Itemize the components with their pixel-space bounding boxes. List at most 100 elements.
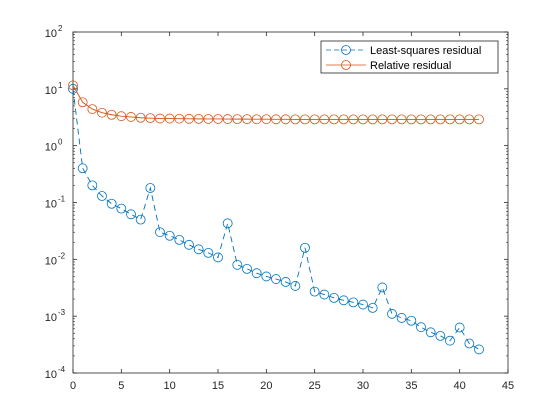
y-tick-exponent: 1 (58, 81, 63, 90)
series-0-point (242, 263, 252, 274)
y-tick-label: 10 (45, 312, 57, 324)
series-0-point (106, 198, 117, 209)
series-0-point (213, 252, 223, 263)
series-0-point (222, 218, 233, 229)
y-tick-exponent: 0 (58, 138, 63, 147)
legend-marker-relative (341, 60, 351, 70)
series-1-point (474, 114, 484, 125)
series-0-point (77, 163, 88, 174)
series-1-point (145, 113, 156, 124)
series-1-point (126, 112, 136, 122)
x-tick-label: 0 (70, 380, 76, 392)
y-tick-label: 10 (45, 142, 57, 154)
x-tick-label: 25 (309, 380, 321, 392)
series-0-point (164, 230, 175, 241)
series-line-0 (72, 88, 480, 350)
y-tick-exponent: -4 (58, 365, 66, 374)
y-tick-exponent: -2 (58, 251, 66, 260)
legend-label-least-squares: Least-squares residual (370, 45, 481, 57)
series-layer (68, 80, 484, 355)
series-0-point (116, 203, 127, 214)
y-tick-label: 10 (45, 255, 57, 267)
series-1-point (319, 114, 330, 125)
legend-marker-least-squares (341, 45, 351, 55)
series-0-point (300, 242, 310, 253)
series-0-point (416, 322, 426, 333)
x-tick-label: 10 (164, 380, 176, 392)
series-0-point (155, 227, 165, 238)
x-tick-label: 30 (357, 380, 369, 392)
series-1-point (213, 114, 223, 124)
x-tick-label: 45 (502, 380, 514, 392)
x-tick-label: 20 (260, 380, 272, 392)
series-1-point (280, 114, 291, 125)
series-0-point (396, 313, 407, 323)
series-0-point (184, 239, 194, 250)
series-1-point (251, 114, 262, 125)
series-1-point (406, 114, 417, 125)
series-1-point (300, 114, 310, 125)
series-1-point (174, 113, 185, 124)
series-1-point (155, 113, 165, 124)
series-0-point (271, 274, 281, 284)
x-tick-label: 5 (118, 380, 124, 392)
series-0-point (425, 327, 436, 338)
legend-label-relative: Relative residual (370, 60, 451, 72)
legend: Least-squares residual Relative residual (320, 40, 499, 74)
series-0-point (174, 234, 185, 245)
series-1-point (261, 114, 272, 125)
series-0-point (251, 268, 262, 279)
series-0-point (290, 281, 301, 291)
series-0-point (406, 315, 417, 326)
series-line-1 (72, 85, 479, 120)
series-0-point (435, 330, 446, 341)
y-tick-exponent: -1 (58, 195, 66, 204)
y-tick-exponent: -3 (58, 308, 66, 317)
series-1-point (377, 114, 388, 125)
legend-box (320, 40, 499, 74)
series-1-point (358, 114, 368, 125)
series-1-point (454, 114, 465, 125)
series-0-point (319, 289, 330, 300)
series-0-point (135, 214, 146, 225)
series-0-point (474, 344, 484, 355)
series-1-point (116, 111, 127, 122)
series-1-point (416, 114, 426, 125)
series-1-point (338, 114, 349, 125)
series-1-point (222, 114, 233, 124)
series-0-point (309, 286, 320, 297)
series-0-point (358, 299, 368, 310)
series-1-point (367, 114, 378, 125)
series-0-point (261, 271, 272, 282)
series-1-point (77, 97, 88, 108)
series-1-point (164, 113, 175, 124)
series-1-point (242, 114, 252, 125)
series-1-point (435, 114, 446, 125)
series-0-point (232, 259, 243, 270)
series-0-point (367, 302, 378, 313)
y-tick-label: 10 (45, 199, 57, 211)
series-1-point (232, 114, 243, 125)
series-1-point (396, 114, 407, 125)
series-1-point (329, 114, 339, 125)
series-0-point (203, 247, 214, 258)
x-tick-label: 35 (405, 380, 417, 392)
y-tick-label: 10 (45, 28, 57, 40)
series-0-point (97, 191, 107, 201)
series-1-point (290, 114, 301, 125)
series-0-point (329, 292, 339, 303)
series-0-point (87, 180, 98, 191)
series-1-point (68, 80, 78, 91)
series-1-point (271, 114, 281, 125)
series-1-point (106, 109, 117, 120)
series-0-point (280, 277, 291, 287)
series-0-point (464, 338, 475, 349)
series-1-point (87, 104, 98, 114)
series-1-point (387, 114, 397, 125)
y-tick-exponent: 2 (58, 24, 63, 33)
series-1-point (203, 114, 214, 124)
series-0-point (348, 297, 359, 308)
series-0-point (445, 335, 455, 346)
